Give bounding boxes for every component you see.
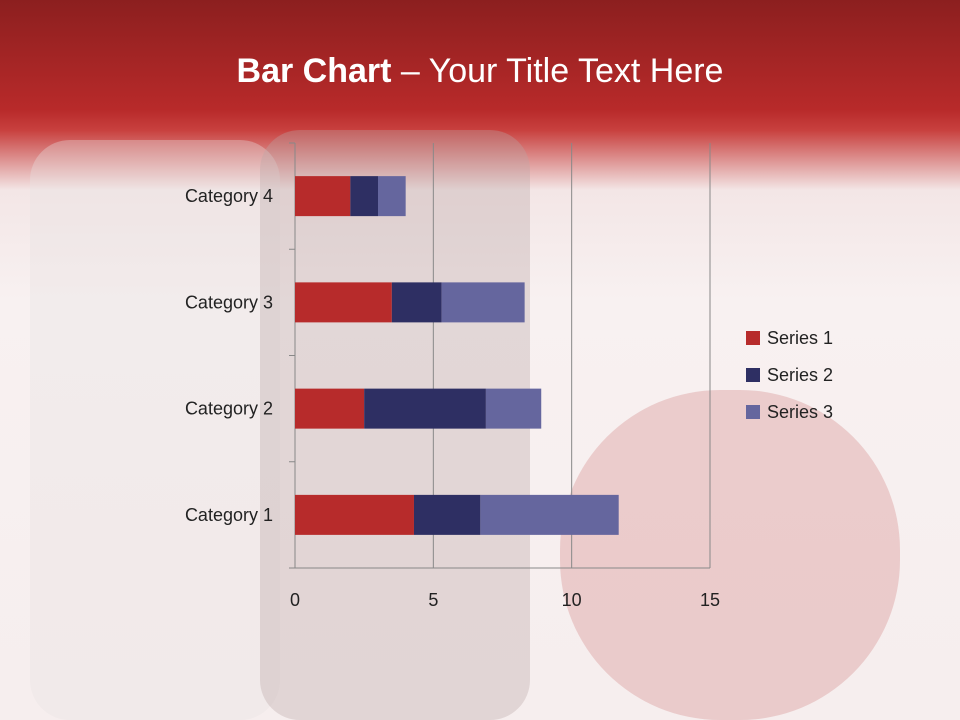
- background-photo-motorcycle: [560, 390, 900, 720]
- legend-swatch: [746, 405, 760, 419]
- category-label: Category 3: [185, 292, 273, 312]
- bar-series-3: [480, 494, 619, 535]
- bar-series-3: [485, 388, 542, 429]
- bar-series-1: [295, 388, 365, 429]
- x-tick-label: 0: [290, 590, 300, 610]
- category-label: Category 1: [185, 505, 273, 525]
- legend-label: Series 1: [767, 328, 833, 348]
- legend-swatch: [746, 368, 760, 382]
- x-tick-label: 10: [562, 590, 582, 610]
- legend-label: Series 3: [767, 402, 833, 422]
- category-label: Category 4: [185, 186, 273, 206]
- legend-swatch: [746, 331, 760, 345]
- bar-series-2: [391, 282, 442, 323]
- bar-series-2: [413, 494, 481, 535]
- bar-series-1: [295, 176, 351, 217]
- category-label: Category 2: [185, 399, 273, 419]
- bar-series-3: [441, 282, 525, 323]
- legend-label: Series 2: [767, 365, 833, 385]
- background-photo-man: [30, 140, 280, 720]
- slide-title: Bar Chart – Your Title Text Here: [236, 52, 724, 90]
- bar-series-3: [378, 176, 406, 217]
- x-tick-label: 15: [700, 590, 720, 610]
- bar-series-1: [295, 282, 392, 323]
- x-tick-label: 5: [428, 590, 438, 610]
- bar-series-2: [350, 176, 378, 217]
- bar-series-2: [364, 388, 486, 429]
- bar-series-1: [295, 494, 414, 535]
